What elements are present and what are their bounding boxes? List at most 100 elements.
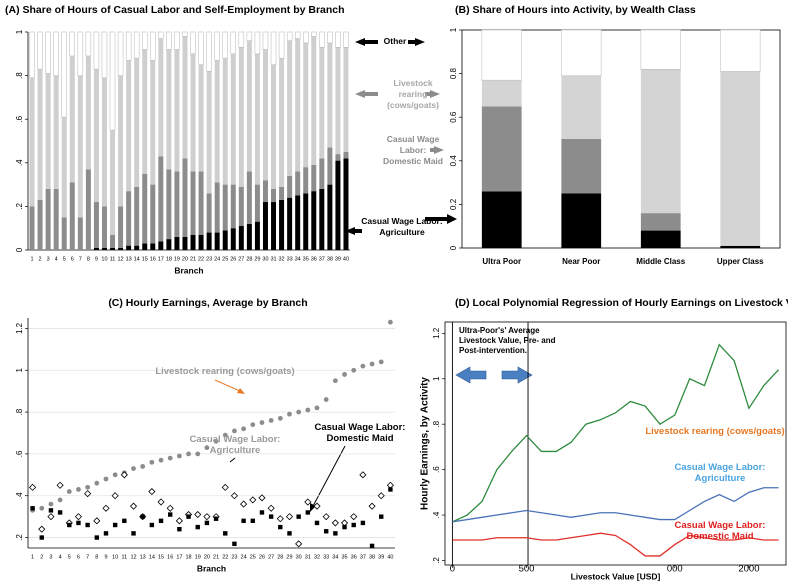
x-tick-label: 1 [30,256,33,262]
chart-title: (C) Hourly Earnings, Average by Branch [108,297,307,309]
point [94,480,100,486]
bar-segment [222,230,228,250]
point [314,405,320,411]
legend-arrows-a [345,38,444,235]
arrow [345,227,362,235]
bar-segment [279,58,285,187]
bar-segment [254,53,260,185]
bar-segment [198,171,204,235]
bar-segment [158,31,164,39]
x-tick-label: 36 [311,256,317,262]
x-tick-label: Upper Class [717,257,764,266]
bar-segment [61,217,67,250]
x-tick-label: 5 [63,256,66,262]
arrow [229,457,236,463]
bar-segment [343,158,349,250]
x-tick-label: 11 [121,554,127,560]
bar-segment [77,75,83,218]
point [66,489,72,494]
y-tick-label: 1 [15,29,24,34]
x-tick-label: 28 [277,554,283,560]
point [38,525,46,533]
bar-segment [158,38,164,157]
x-tick-label: 3 [49,554,52,560]
bar-segment [246,171,252,224]
bar-segment [126,191,132,246]
bar-segment [150,184,156,244]
bar-segment [150,31,156,61]
x-tick-label: 35 [303,256,309,262]
point [158,457,164,463]
bar-segment [230,184,236,229]
legend-label-box: Livestock rearing (cows/goats) [155,366,294,377]
point [323,397,329,402]
x-tick-label: 24 [214,256,220,262]
bar-segment [69,55,75,183]
point [140,514,145,519]
bar-segment [230,228,236,250]
bar-segment [93,31,100,70]
point [259,510,265,515]
bar-segment [166,239,172,250]
bar-segment [109,31,116,131]
bar-segment [37,31,43,70]
chart-title: (D) Local Polynomial Regression of Hourl… [455,297,788,309]
point [67,522,72,528]
bar-segment [295,195,301,250]
bar-segment [262,180,268,203]
x-tick-label: 32 [314,554,320,560]
bar-segment [190,234,196,250]
bar-segment [343,151,349,159]
x-tick-label: 28 [246,256,252,262]
x-tick-label: 35 [341,554,347,560]
bar-segment [142,49,148,174]
x-tick-label: 33 [287,256,293,262]
point [240,500,248,508]
bar-segment [166,49,172,170]
arrow [425,214,457,224]
bar-segment [117,31,124,76]
bar-segment [37,69,43,200]
point [120,471,128,479]
x-tick-label: 000 [667,564,683,575]
y-axis-title: Hourly Earnings, by Activity [420,377,431,510]
x-tick-label: 2 [40,554,43,560]
x-tick-label: 17 [158,256,164,262]
y-tick-label: 0.2 [449,198,458,210]
x-tick-label: 38 [327,256,333,262]
plot-frame [444,321,787,566]
legend-label-box: Casual Wage Labor: Agriculture [675,462,766,484]
point [232,541,237,547]
point [287,411,292,417]
point [112,522,118,528]
point [176,453,182,459]
x-tick-label: 32 [279,256,285,262]
legend-label-box: Other [384,36,407,46]
bar-segment [85,55,91,170]
x-tick-label: 21 [190,256,196,262]
y-tick-label: 0.4 [449,155,458,167]
point [250,518,255,524]
bar-segment [303,167,309,194]
bar-segment [335,160,341,250]
bar-segment [206,71,212,194]
legend-label-box: Casual Wage Labor: Domestic Maid [314,422,406,444]
bar-segment [327,31,333,44]
y-tick-label: .8 [15,408,24,415]
point [360,363,366,369]
x-tick-label: 37 [319,256,325,262]
line [452,532,779,557]
point [276,515,284,523]
arrow [430,146,444,154]
point [57,510,63,515]
bar-segment [206,193,212,233]
bar-segment [287,197,293,250]
bar-segment [230,31,237,55]
bar-segment [133,31,140,59]
legend-label: Casual Wage Labor: Domestic Maid [314,422,406,444]
x-tick-label: 26 [259,554,265,560]
point [285,513,294,521]
point [167,455,173,461]
point [277,415,283,421]
